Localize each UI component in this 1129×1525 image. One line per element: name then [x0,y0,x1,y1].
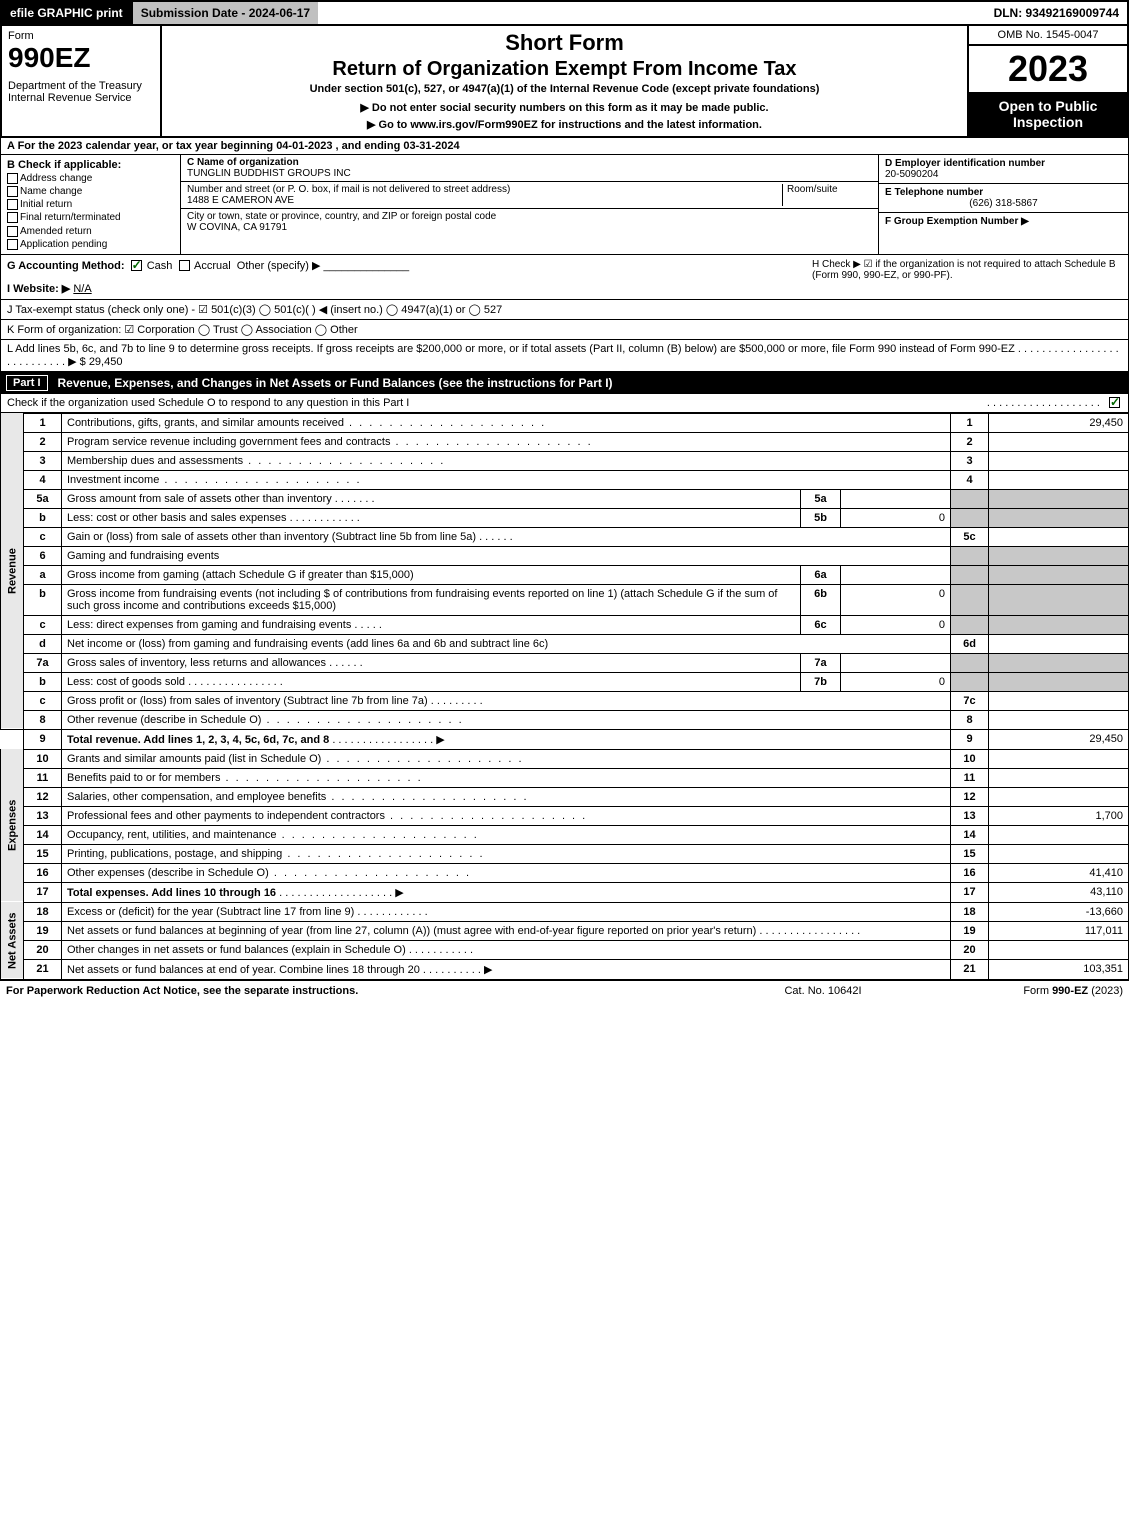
org-street: 1488 E CAMERON AVE [187,195,294,206]
line-18-text: Excess or (deficit) for the year (Subtra… [62,902,951,921]
line-5c-text: Gain or (loss) from sale of assets other… [62,527,951,546]
line-16-text: Other expenses (describe in Schedule O) [62,863,951,882]
footer-right: Form 990-EZ (2023) [923,985,1123,997]
line-6b-text: Gross income from fundraising events (no… [62,584,801,615]
page-footer: For Paperwork Reduction Act Notice, see … [0,980,1129,1001]
org-city: W COVINA, CA 91791 [187,222,287,233]
room-suite: Room/suite [782,184,872,206]
part-1-check-text: Check if the organization used Schedule … [7,397,409,409]
line-21-text: Net assets or fund balances at end of ye… [62,959,951,979]
chk-accrual[interactable] [179,260,190,271]
e-tel-label: E Telephone number [885,187,983,198]
expenses-label: Expenses [1,749,24,902]
dots-leader: . . . . . . . . . . . . . . . . . . . [987,397,1100,409]
line-12-text: Salaries, other compensation, and employ… [62,787,951,806]
line-6c-text: Less: direct expenses from gaming and fu… [62,615,801,634]
form-header: Form 990EZ Department of the Treasury In… [0,26,1129,138]
form-number: 990EZ [8,42,154,74]
line-5b-text: Less: cost or other basis and sales expe… [62,508,801,527]
line-j: J Tax-exempt status (check only one) - ☑… [0,300,1129,320]
part-1-title: Revenue, Expenses, and Changes in Net As… [58,376,613,390]
h-text: H Check ▶ ☑ if the organization is not r… [812,259,1122,295]
open-public: Open to Public Inspection [969,92,1127,136]
line-20-text: Other changes in net assets or fund bala… [62,940,951,959]
revenue-label: Revenue [1,413,24,729]
submission-date: Submission Date - 2024-06-17 [131,2,318,24]
part-1-table: Revenue 1 Contributions, gifts, grants, … [0,413,1129,980]
form-title: Return of Organization Exempt From Incom… [168,58,961,81]
line-k: K Form of organization: ☑ Corporation ◯ … [0,320,1129,340]
line-7b-text: Less: cost of goods sold . . . . . . . .… [62,672,801,691]
chk-cash[interactable] [131,260,142,271]
i-website-label: I Website: ▶ [7,283,70,295]
ssn-notice: ▶ Do not enter social security numbers o… [168,101,961,114]
row-g-h: G Accounting Method: Cash Accrual Other … [0,255,1129,300]
line-l: L Add lines 5b, 6c, and 7b to line 9 to … [0,340,1129,372]
line-11-text: Benefits paid to or for members [62,768,951,787]
line-5a-text: Gross amount from sale of assets other t… [62,489,801,508]
department: Department of the Treasury Internal Reve… [8,80,154,104]
dln: DLN: 93492169009744 [986,2,1127,24]
line-a: A For the 2023 calendar year, or tax yea… [0,138,1129,155]
part-1-check-line: Check if the organization used Schedule … [0,394,1129,413]
line-10-text: Grants and similar amounts paid (list in… [62,749,951,768]
chk-name-change[interactable]: Name change [7,186,174,197]
tax-year: 2023 [969,46,1127,92]
line-17-text: Total expenses. Add lines 10 through 16 … [62,882,951,902]
form-subtitle: Under section 501(c), 527, or 4947(a)(1)… [168,83,961,95]
short-form: Short Form [168,30,961,56]
footer-left: For Paperwork Reduction Act Notice, see … [6,985,723,997]
c-name-label: C Name of organization [187,157,299,168]
part-1-header: Part I Revenue, Expenses, and Changes in… [0,372,1129,394]
g-label: G Accounting Method: [7,260,125,272]
net-assets-label: Net Assets [1,902,24,979]
line-4-text: Investment income [62,470,951,489]
line-8-text: Other revenue (describe in Schedule O) [62,710,951,729]
website: N/A [73,283,91,295]
line-6-text: Gaming and fundraising events [62,546,951,565]
line-6a-text: Gross income from gaming (attach Schedul… [62,565,801,584]
line-14-text: Occupancy, rent, utilities, and maintena… [62,825,951,844]
omb-no: OMB No. 1545-0047 [969,26,1127,46]
col-c: C Name of organization TUNGLIN BUDDHIST … [181,155,878,254]
line-19-text: Net assets or fund balances at beginning… [62,921,951,940]
line-7c-text: Gross profit or (loss) from sales of inv… [62,691,951,710]
line-7a-text: Gross sales of inventory, less returns a… [62,653,801,672]
line-3-text: Membership dues and assessments [62,451,951,470]
chk-address-change[interactable]: Address change [7,173,174,184]
form-label: Form [8,30,154,42]
line-1-text: Contributions, gifts, grants, and simila… [62,413,951,432]
line-15-text: Printing, publications, postage, and shi… [62,844,951,863]
col-b: B Check if applicable: Address change Na… [1,155,181,254]
instructions-link[interactable]: ▶ Go to www.irs.gov/Form990EZ for instru… [168,118,961,131]
top-bar: efile GRAPHIC print Submission Date - 20… [0,0,1129,26]
chk-schedule-o[interactable] [1109,397,1120,408]
line-13-text: Professional fees and other payments to … [62,806,951,825]
c-city-label: City or town, state or province, country… [187,211,496,222]
line-1-col: 1 [951,413,989,432]
footer-mid: Cat. No. 10642I [723,985,923,997]
line-1-amt: 29,450 [989,413,1129,432]
chk-application-pending[interactable]: Application pending [7,239,174,250]
chk-final-return[interactable]: Final return/terminated [7,212,174,223]
telephone: (626) 318-5867 [885,198,1122,209]
line-6d-text: Net income or (loss) from gaming and fun… [62,634,951,653]
d-ein-label: D Employer identification number [885,158,1045,169]
b-header: B Check if applicable: [7,159,174,171]
efile-label[interactable]: efile GRAPHIC print [2,2,131,24]
chk-initial-return[interactable]: Initial return [7,199,174,210]
c-addr-label: Number and street (or P. O. box, if mail… [187,184,510,195]
chk-amended-return[interactable]: Amended return [7,226,174,237]
line-1-num: 1 [24,413,62,432]
ein: 20-5090204 [885,169,938,180]
line-9-text: Total revenue. Add lines 1, 2, 3, 4, 5c,… [62,729,951,749]
part-1-label: Part I [6,375,48,391]
col-d-e-f: D Employer identification number 20-5090… [878,155,1128,254]
f-group-label: F Group Exemption Number ▶ [885,216,1029,227]
line-2-text: Program service revenue including govern… [62,432,951,451]
section-b-through-f: B Check if applicable: Address change Na… [0,155,1129,255]
org-name: TUNGLIN BUDDHIST GROUPS INC [187,168,351,179]
